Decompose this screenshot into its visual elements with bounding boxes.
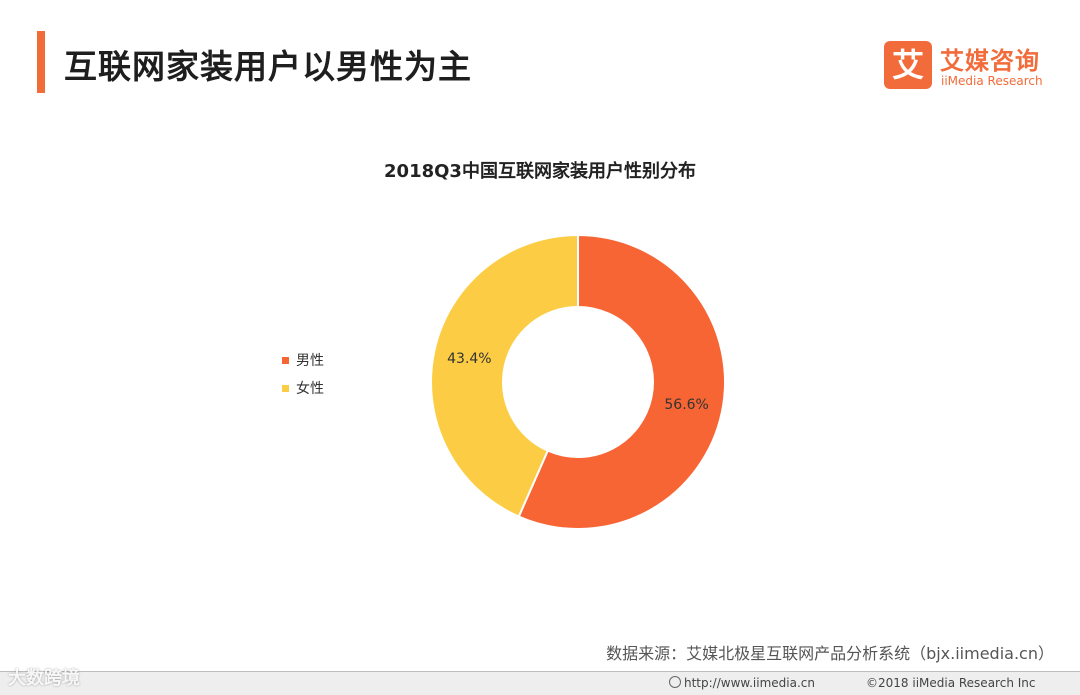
- donut-data-label-1: 43.4%: [447, 351, 491, 367]
- donut-slice-0: [517, 233, 727, 530]
- page-title: 互联网家装用户以男性为主: [64, 47, 472, 86]
- legend-item-1: 女性: [282, 374, 324, 402]
- footer-copyright: ©2018 iiMedia Research Inc: [866, 676, 1036, 690]
- legend-label-0: 男性: [296, 353, 324, 369]
- logo-name: 艾媒咨询: [940, 47, 1040, 75]
- chart-title: 2018Q3中国互联网家装用户性别分布: [384, 161, 696, 182]
- legend-label-1: 女性: [296, 381, 324, 397]
- footer-divider: [0, 671, 1080, 672]
- footer-url-text: http://www.iimedia.cn: [684, 676, 815, 690]
- chart-legend: 男性 女性: [282, 346, 324, 402]
- logo-mark-icon: 艾: [884, 41, 932, 89]
- brand-logo: 艾 艾媒咨询 iiMedia Research: [884, 41, 1054, 91]
- data-source-note: 数据来源：艾媒北极星互联网产品分析系统（bjx.iimedia.cn）: [606, 644, 1054, 663]
- watermark: 大数跨境: [8, 668, 80, 689]
- donut-data-label-0: 56.6%: [664, 397, 708, 413]
- legend-item-0: 男性: [282, 346, 324, 374]
- logo-subtitle: iiMedia Research: [941, 74, 1043, 88]
- globe-icon: [669, 676, 681, 688]
- title-accent-bar: [37, 31, 45, 93]
- footer-bar: http://www.iimedia.cn ©2018 iiMedia Rese…: [0, 672, 1080, 695]
- footer-url-link[interactable]: http://www.iimedia.cn: [668, 676, 815, 690]
- donut-slice-1: [430, 233, 579, 518]
- legend-swatch-0: [282, 356, 289, 364]
- legend-swatch-1: [282, 384, 289, 392]
